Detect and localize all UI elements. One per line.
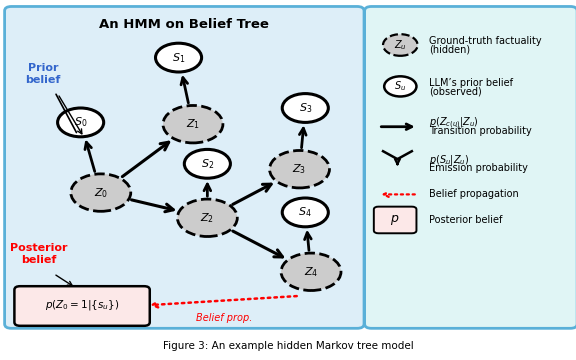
Text: $S_{1}$: $S_{1}$: [172, 51, 185, 64]
Text: LLM’s prior belief: LLM’s prior belief: [429, 78, 513, 88]
Circle shape: [71, 174, 131, 211]
Circle shape: [58, 108, 104, 137]
Text: Prior
belief: Prior belief: [25, 63, 61, 85]
Text: Transition probability: Transition probability: [429, 126, 532, 136]
FancyBboxPatch shape: [365, 6, 576, 328]
Circle shape: [384, 76, 416, 96]
FancyBboxPatch shape: [14, 286, 150, 326]
Circle shape: [177, 199, 237, 237]
Circle shape: [184, 149, 230, 178]
Text: (hidden): (hidden): [429, 45, 470, 55]
Text: (observed): (observed): [429, 86, 482, 96]
Circle shape: [281, 253, 341, 291]
Text: $S_{4}$: $S_{4}$: [298, 206, 312, 219]
Text: $Z_{3}$: $Z_{3}$: [293, 162, 306, 176]
Circle shape: [163, 105, 223, 143]
FancyBboxPatch shape: [5, 6, 364, 328]
Text: $p(Z_0 = 1|\{s_u\})$: $p(Z_0 = 1|\{s_u\})$: [46, 298, 119, 312]
Circle shape: [156, 43, 202, 72]
Text: $S_{2}$: $S_{2}$: [201, 157, 214, 171]
Text: $Z_{2}$: $Z_{2}$: [200, 211, 214, 225]
Text: Emission probability: Emission probability: [429, 163, 528, 173]
Text: An HMM on Belief Tree: An HMM on Belief Tree: [100, 18, 269, 31]
Text: $p(Z_{c(u)}|Z_u)$: $p(Z_{c(u)}|Z_u)$: [429, 116, 479, 131]
FancyBboxPatch shape: [374, 207, 416, 233]
Text: $p$: $p$: [391, 213, 400, 227]
Circle shape: [383, 34, 418, 56]
Text: Belief propagation: Belief propagation: [429, 189, 519, 199]
Text: $Z_{4}$: $Z_{4}$: [304, 265, 319, 279]
Text: $p(S_u|Z_u)$: $p(S_u|Z_u)$: [429, 153, 469, 167]
Text: $Z_{u}$: $Z_{u}$: [394, 38, 407, 52]
Text: $S_{u}$: $S_{u}$: [394, 80, 407, 93]
Text: $S_{3}$: $S_{3}$: [298, 101, 312, 115]
Text: Posterior belief: Posterior belief: [429, 215, 502, 225]
Text: $Z_{1}$: $Z_{1}$: [186, 117, 200, 131]
Circle shape: [282, 94, 328, 122]
Text: $Z_{0}$: $Z_{0}$: [94, 186, 108, 199]
Circle shape: [282, 198, 328, 227]
Text: Figure 3: An example hidden Markov tree model: Figure 3: An example hidden Markov tree …: [162, 341, 414, 351]
Text: Ground-truth factuality: Ground-truth factuality: [429, 36, 542, 46]
Text: $S_{0}$: $S_{0}$: [74, 116, 88, 129]
Text: Belief prop.: Belief prop.: [196, 312, 253, 323]
Text: Posterior
belief: Posterior belief: [10, 243, 68, 265]
Circle shape: [270, 150, 329, 188]
